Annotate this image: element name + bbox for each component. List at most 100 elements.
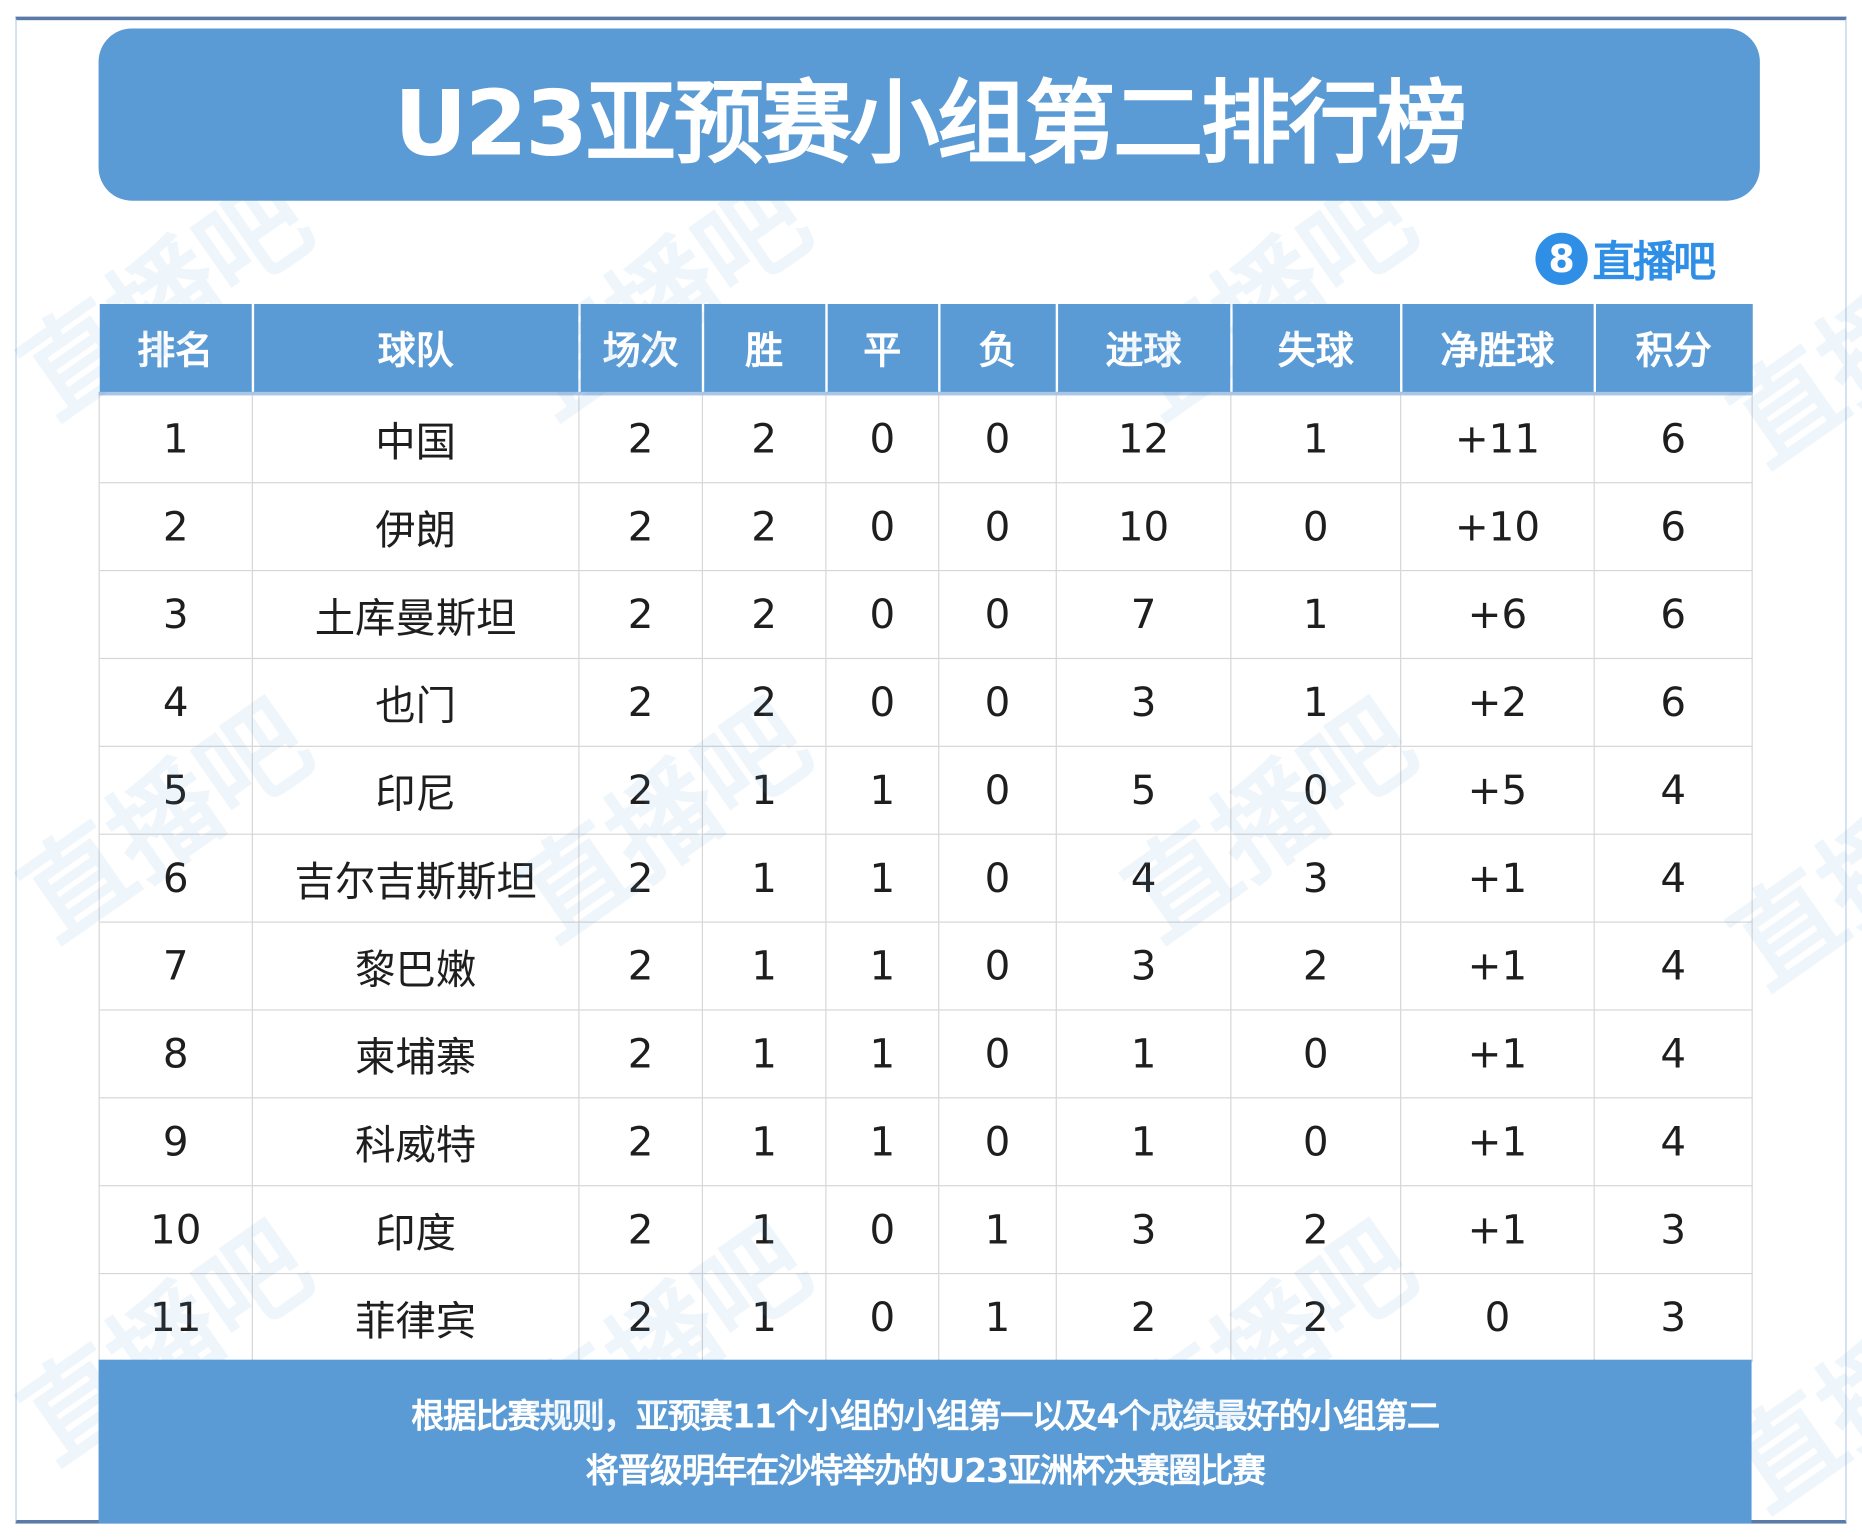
cell-4: 0	[825, 657, 940, 747]
cell-1: 黎巴嫩	[251, 921, 580, 1011]
cell-5: 0	[938, 570, 1057, 660]
cell-4: 0	[825, 393, 940, 484]
cell-9: 6	[1593, 393, 1753, 484]
cell-0: 10	[98, 1185, 253, 1275]
table-row: 8 柬埔寨 2 1 1 0 1 0 +1 4	[98, 1009, 1753, 1099]
cell-8: 0	[1400, 1273, 1595, 1363]
cell-8: +10	[1400, 482, 1595, 572]
cell-4: 1	[825, 745, 940, 835]
cell-4: 1	[825, 921, 940, 1011]
cell-5: 0	[938, 745, 1057, 835]
cell-9: 4	[1593, 921, 1753, 1011]
cell-7: 2	[1230, 1273, 1402, 1363]
cell-1: 印尼	[251, 745, 580, 835]
cell-5: 0	[938, 1097, 1057, 1187]
cell-6: 1	[1055, 1097, 1232, 1187]
cell-4: 0	[825, 1185, 940, 1275]
table-header: 排名 球队 场次胜平负进球 失球 净胜球 积分	[99, 304, 1753, 396]
cell-1: 菲律宾	[251, 1273, 580, 1363]
cell-4: 1	[825, 1097, 940, 1187]
cell-6: 3	[1055, 921, 1232, 1011]
cell-0: 9	[98, 1097, 253, 1187]
cell-9: 6	[1593, 482, 1753, 572]
footer-note: 根据比赛规则，亚预赛11个小组的小组第一以及4个成绩最好的小组第二 将晋级明年在…	[98, 1359, 1752, 1524]
column-header: 积分	[1593, 304, 1753, 396]
cell-6: 4	[1055, 833, 1232, 923]
cell-7: 2	[1230, 1185, 1402, 1275]
cell-0: 6	[98, 833, 253, 923]
cell-2: 2	[578, 1097, 703, 1187]
cell-6: 12	[1055, 393, 1232, 484]
cell-3: 1	[701, 1273, 827, 1363]
cell-2: 2	[578, 921, 703, 1011]
column-header: 进球	[1055, 304, 1231, 396]
cell-7: 2	[1230, 921, 1402, 1011]
table-row: 9 科威特 2 1 1 0 1 0 +1 4	[98, 1097, 1753, 1187]
cell-1: 土库曼斯坦	[251, 570, 580, 660]
cell-9: 4	[1593, 745, 1753, 835]
cell-4: 1	[825, 1009, 940, 1099]
cell-6: 10	[1055, 482, 1232, 572]
cell-1: 科威特	[251, 1097, 580, 1187]
cell-9: 4	[1593, 1097, 1753, 1187]
table-row: 2 伊朗 2 2 0 0 10 0 +10 6	[98, 482, 1753, 572]
cell-3: 2	[701, 570, 827, 660]
cell-8: +2	[1400, 657, 1595, 747]
cell-1: 也门	[251, 657, 580, 747]
cell-8: +1	[1400, 1009, 1595, 1099]
cell-9: 6	[1593, 570, 1753, 660]
title-banner: U23亚预赛小组第二排行榜	[98, 28, 1760, 201]
column-header: 净胜球	[1399, 304, 1595, 396]
cell-5: 1	[938, 1273, 1057, 1363]
logo-8-icon: 8	[1535, 232, 1588, 285]
cell-4: 0	[825, 1273, 940, 1363]
cell-1: 中国	[251, 393, 580, 484]
table-row: 11 菲律宾 2 1 0 1 2 2 0 3	[98, 1273, 1753, 1363]
cell-4: 0	[825, 570, 940, 660]
table-row: 4 也门 2 2 0 0 3 1 +2 6	[98, 657, 1753, 747]
cell-6: 2	[1055, 1273, 1232, 1363]
cell-1: 柬埔寨	[251, 1009, 580, 1099]
cell-2: 2	[578, 482, 703, 572]
cell-7: 3	[1230, 833, 1402, 923]
cell-1: 伊朗	[251, 482, 580, 572]
cell-0: 4	[98, 657, 253, 747]
column-header: 失球	[1229, 304, 1401, 396]
cell-6: 5	[1055, 745, 1232, 835]
cell-7: 1	[1230, 393, 1402, 484]
cell-3: 2	[701, 482, 827, 572]
cell-3: 1	[701, 921, 827, 1011]
cell-6: 3	[1055, 657, 1232, 747]
table-row: 7 黎巴嫩 2 1 1 0 3 2 +1 4	[98, 921, 1753, 1011]
column-header: 排名	[99, 304, 253, 396]
cell-0: 3	[98, 570, 253, 660]
cell-2: 2	[578, 657, 703, 747]
cell-3: 2	[701, 393, 827, 484]
cell-3: 1	[701, 745, 827, 835]
cell-3: 1	[701, 1185, 827, 1275]
cell-2: 2	[578, 833, 703, 923]
table-row: 1 中国 2 2 0 0 12 1 +11 6	[98, 393, 1753, 484]
cell-7: 0	[1230, 1097, 1402, 1187]
cell-8: +1	[1400, 921, 1595, 1011]
cell-5: 0	[938, 482, 1057, 572]
table-row: 10 印度 2 1 0 1 3 2 +1 3	[98, 1185, 1753, 1275]
cell-8: +6	[1400, 570, 1595, 660]
cell-3: 1	[701, 833, 827, 923]
footer-line-1: 根据比赛规则，亚预赛11个小组的小组第一以及4个成绩最好的小组第二	[411, 1396, 1440, 1436]
cell-7: 1	[1230, 570, 1402, 660]
cell-6: 7	[1055, 570, 1232, 660]
cell-2: 2	[578, 1185, 703, 1275]
cell-9: 6	[1593, 657, 1753, 747]
column-header: 负	[937, 304, 1057, 396]
table-row: 6 吉尔吉斯斯坦 2 1 1 0 4 3 +1 4	[98, 833, 1753, 923]
column-header: 胜	[701, 304, 826, 396]
logo-text: 直播吧	[1592, 238, 1716, 288]
cell-0: 7	[98, 921, 253, 1011]
cell-6: 1	[1055, 1009, 1232, 1099]
column-header: 平	[824, 304, 939, 396]
cell-2: 2	[578, 1009, 703, 1099]
column-header: 球队	[251, 304, 579, 396]
table-row: 5 印尼 2 1 1 0 5 0 +5 4	[98, 745, 1753, 835]
